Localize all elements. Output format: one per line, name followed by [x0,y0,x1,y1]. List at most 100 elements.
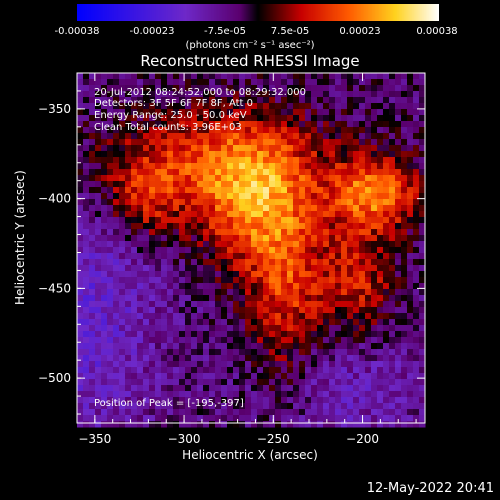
heatmap-cell [317,415,324,422]
heatmap-cell [167,127,174,134]
heatmap-cell [119,301,126,308]
heatmap-cell [221,133,228,140]
heatmap-cell [407,373,414,380]
heatmap-cell [377,271,384,278]
heatmap-cell [89,127,96,134]
heatmap-cell [125,289,132,296]
heatmap-cell [251,349,258,356]
heatmap-cell [245,403,252,410]
heatmap-cell [113,385,120,392]
heatmap-cell [119,223,126,230]
heatmap-cell [329,109,336,116]
heatmap-cell [275,175,282,182]
heatmap-cell [263,301,270,308]
heatmap-cell [167,163,174,170]
heatmap-cell [239,277,246,284]
heatmap-cell [335,169,342,176]
heatmap-cell [407,157,414,164]
heatmap-cell [413,121,420,128]
heatmap-cell [395,373,402,380]
heatmap-cell [383,91,390,98]
heatmap-cell [263,217,270,224]
heatmap-cell [401,109,408,116]
heatmap-cell [269,145,276,152]
heatmap-cell [329,229,336,236]
heatmap-cell [95,127,102,134]
heatmap-cell [281,367,288,374]
heatmap-cell [173,385,180,392]
heatmap-cell [209,157,216,164]
heatmap-cell [347,391,354,398]
heatmap-cell [215,355,222,362]
heatmap-cell [371,349,378,356]
heatmap-cell [329,253,336,260]
heatmap-cell [371,121,378,128]
heatmap-cell [389,331,396,338]
heatmap-cell [347,331,354,338]
heatmap-cell [83,283,90,290]
heatmap-cell [107,109,114,116]
heatmap-cell [251,103,258,110]
heatmap-cell [125,163,132,170]
heatmap-cell [269,379,276,386]
heatmap-cell [335,193,342,200]
heatmap-cell [137,121,144,128]
heatmap-cell [191,409,198,416]
heatmap-cell [245,421,252,428]
heatmap-cell [257,271,264,278]
heatmap-cell [215,307,222,314]
heatmap-cell [305,205,312,212]
heatmap-cell [233,409,240,416]
heatmap-cell [269,73,276,80]
heatmap-cell [185,319,192,326]
colorbar-label: (photons cm⁻² s⁻¹ asec⁻²) [185,40,315,51]
heatmap-cell [353,265,360,272]
heatmap-cell [77,181,84,188]
heatmap-cell [263,85,270,92]
heatmap-cell [287,259,294,266]
heatmap-cell [389,271,396,278]
heatmap-cell [383,193,390,200]
datestamp: 12-May-2022 20:41 [366,481,494,496]
heatmap-cell [239,127,246,134]
heatmap-cell [239,367,246,374]
heatmap-cell [335,199,342,206]
heatmap-cell [215,181,222,188]
heatmap-cell [113,199,120,206]
heatmap-cell [281,79,288,86]
heatmap-cell [323,331,330,338]
heatmap-cell [305,355,312,362]
heatmap-cell [239,151,246,158]
heatmap-cell [383,151,390,158]
heatmap-cell [347,193,354,200]
heatmap-cell [353,421,360,428]
heatmap-cell [191,343,198,350]
heatmap-cell [275,373,282,380]
heatmap-cell [317,235,324,242]
heatmap-cell [227,409,234,416]
heatmap-cell [167,367,174,374]
heatmap-cell [275,331,282,338]
heatmap-cell [293,229,300,236]
heatmap-cell [161,307,168,314]
heatmap-cell [353,139,360,146]
heatmap-cell [131,415,138,422]
heatmap-cell [329,73,336,80]
heatmap-cell [359,109,366,116]
heatmap-cell [155,313,162,320]
heatmap-cell [329,319,336,326]
heatmap-cell [155,205,162,212]
heatmap-cell [137,379,144,386]
heatmap-cell [185,241,192,248]
heatmap-cell [113,409,120,416]
heatmap-cell [131,331,138,338]
heatmap-cell [395,409,402,416]
heatmap-cell [209,241,216,248]
heatmap-cell [119,145,126,152]
heatmap-cell [131,163,138,170]
heatmap-cell [317,403,324,410]
heatmap-cell [167,235,174,242]
heatmap-cell [299,409,306,416]
heatmap-cell [113,151,120,158]
heatmap-cell [89,139,96,146]
